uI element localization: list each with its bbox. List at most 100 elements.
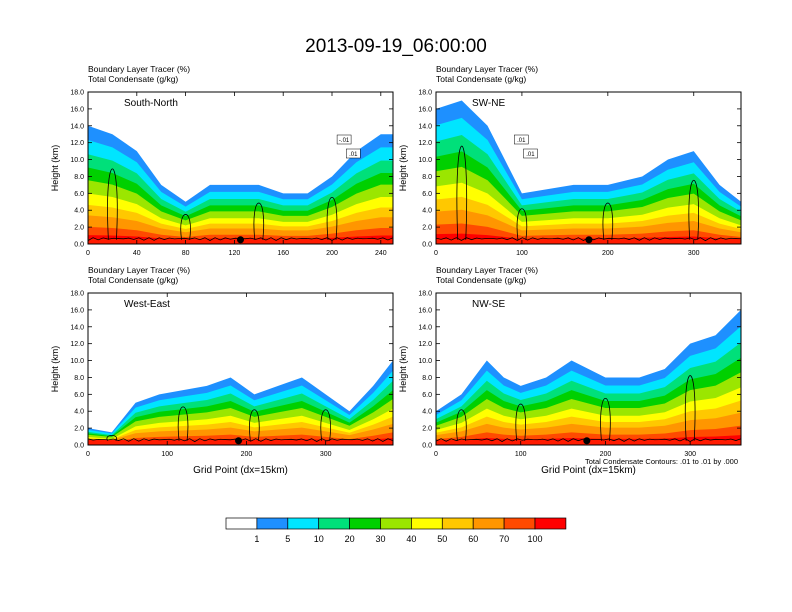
y-tick-label: 16.0 <box>418 106 432 113</box>
y-tick-label: 6.0 <box>74 191 84 198</box>
condensate-contour <box>516 208 528 240</box>
y-tick-label: 12.0 <box>70 140 84 147</box>
y-tick-label: 6.0 <box>74 392 84 399</box>
colorbar-cell <box>411 517 443 530</box>
y-tick-label: 6.0 <box>422 392 432 399</box>
y-tick-label: 18.0 <box>70 291 84 298</box>
colorbar-label: 1 <box>254 534 259 544</box>
condensate-contour <box>107 168 118 240</box>
colorbar-label: 100 <box>527 534 542 544</box>
colorbar-cell <box>349 517 381 530</box>
plot-frame <box>435 292 742 446</box>
y-axis-label: Height (km) <box>50 145 60 192</box>
panel-label: NW-SE <box>472 299 505 310</box>
condensate-contour <box>515 403 526 441</box>
panel-south-north: Boundary Layer Tracer (%)Total Condensat… <box>50 64 394 257</box>
x-tick-label: 0 <box>434 451 438 458</box>
colorbar-cell <box>256 517 289 530</box>
condensate-contour <box>253 202 265 240</box>
y-tick-label: 14.0 <box>418 324 432 331</box>
contour-label: .01 <box>526 152 535 158</box>
contour-label: .01 <box>349 152 358 158</box>
colorbar-label: 10 <box>314 534 324 544</box>
tracer-field <box>436 100 741 244</box>
y-tick-label: 0.0 <box>74 443 84 450</box>
x-axis-label: Grid Point (dx=15km) <box>193 465 288 476</box>
x-tick-label: 80 <box>182 250 190 257</box>
location-marker <box>585 236 593 244</box>
panel-header-line1: Boundary Layer Tracer (%) <box>88 64 190 74</box>
y-tick-label: 10.0 <box>70 157 84 164</box>
colorbar-label: 60 <box>468 534 478 544</box>
colorbar-label: 5 <box>285 534 290 544</box>
y-tick-label: 0.0 <box>74 242 84 249</box>
y-tick-label: 6.0 <box>422 191 432 198</box>
x-tick-label: 0 <box>434 250 438 257</box>
y-tick-label: 8.0 <box>74 375 84 382</box>
tracer-field <box>88 360 393 445</box>
y-tick-label: 8.0 <box>422 174 432 181</box>
x-tick-label: 0 <box>86 451 90 458</box>
y-tick-label: 2.0 <box>74 426 84 433</box>
colorbar: 1 5 10 20 30 40 50 60 70 100 <box>225 517 567 544</box>
y-axis-label: Height (km) <box>398 145 408 192</box>
colorbar-label: 50 <box>437 534 447 544</box>
y-tick-label: 10.0 <box>418 157 432 164</box>
y-tick-label: 4.0 <box>74 208 84 215</box>
panel-label: SW-NE <box>472 98 505 109</box>
y-tick-label: 0.0 <box>422 443 432 450</box>
panel-label: South-North <box>124 98 178 109</box>
y-tick-label: 0.0 <box>422 242 432 249</box>
contour-label-box <box>523 148 538 159</box>
x-tick-label: 100 <box>161 451 173 458</box>
colorbar-cell <box>318 517 350 530</box>
panel-header-line2: Total Condensate (g/kg) <box>436 74 526 84</box>
plot-frame <box>87 292 394 446</box>
panel-header-line1: Boundary Layer Tracer (%) <box>88 265 190 275</box>
y-tick-label: 4.0 <box>422 409 432 416</box>
colorbar-label: 30 <box>375 534 385 544</box>
x-tick-label: 0 <box>86 250 90 257</box>
contour-label: -.01 <box>339 138 350 144</box>
condensate-contour <box>249 409 260 441</box>
plot-frame <box>435 91 742 245</box>
x-tick-label: 300 <box>688 250 700 257</box>
y-tick-label: 16.0 <box>70 307 84 314</box>
plot-frame <box>87 91 394 245</box>
y-tick-label: 12.0 <box>418 341 432 348</box>
y-tick-label: 10.0 <box>418 358 432 365</box>
colorbar-cell <box>287 517 320 530</box>
colorbar-label: 20 <box>345 534 355 544</box>
location-marker <box>237 236 244 244</box>
contour-note: Total Condensate Contours: .01 to .01 by… <box>585 457 738 466</box>
panel-header-line2: Total Condensate (g/kg) <box>436 275 526 285</box>
x-tick-label: 200 <box>326 250 338 257</box>
panel-header-line2: Total Condensate (g/kg) <box>88 74 178 84</box>
x-tick-label: 160 <box>277 250 289 257</box>
colorbar-cell <box>503 517 536 530</box>
x-tick-label: 120 <box>229 250 241 257</box>
x-tick-label: 200 <box>602 250 614 257</box>
tracer-field <box>436 309 741 445</box>
contour-label: .01 <box>517 138 526 144</box>
y-tick-label: 10.0 <box>70 358 84 365</box>
condensate-contour <box>688 179 700 240</box>
y-tick-label: 8.0 <box>422 375 432 382</box>
x-tick-label: 40 <box>133 250 141 257</box>
contour-label-box <box>346 148 361 159</box>
colorbar-label: 40 <box>406 534 416 544</box>
panel-west-east: Boundary Layer Tracer (%)Total Condensat… <box>50 265 394 476</box>
condensate-contour <box>320 409 331 441</box>
y-tick-label: 14.0 <box>418 123 432 130</box>
y-tick-label: 2.0 <box>422 426 432 433</box>
y-axis-label: Height (km) <box>50 346 60 393</box>
x-tick-label: 240 <box>375 250 387 257</box>
panel-sw-ne: Boundary Layer Tracer (%)Total Condensat… <box>398 64 742 257</box>
x-tick-label: 100 <box>516 250 528 257</box>
colorbar-cell <box>472 517 505 530</box>
x-tick-label: 200 <box>600 451 612 458</box>
y-tick-label: 18.0 <box>418 90 432 97</box>
panel-nw-se: Boundary Layer Tracer (%)Total Condensat… <box>398 265 742 476</box>
y-tick-label: 4.0 <box>74 409 84 416</box>
